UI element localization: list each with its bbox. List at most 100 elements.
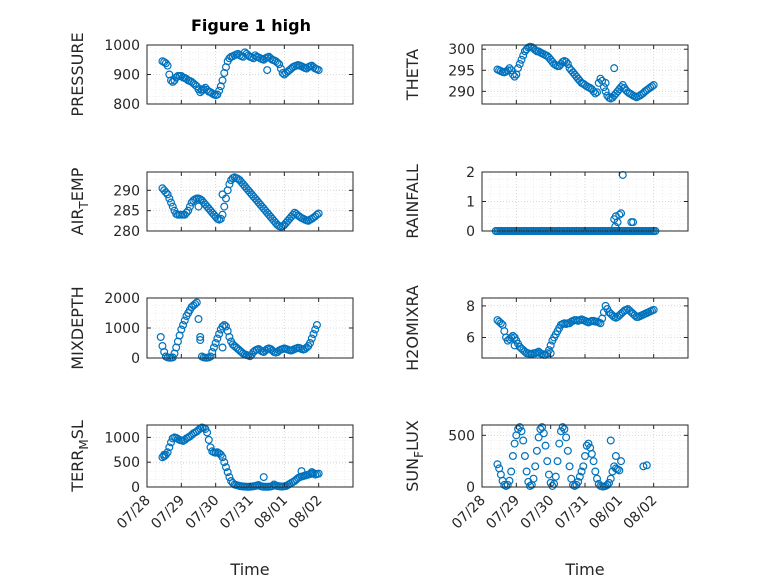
data-point [615,466,624,475]
data-point [605,478,614,487]
data-point [168,202,177,211]
y-tick-label: 1000 [104,321,140,337]
data-point [508,452,517,461]
data-point [617,209,626,218]
data-point [505,64,514,73]
data-point [218,322,227,331]
data-point [649,81,658,90]
data-point [517,427,526,436]
data-point [531,462,540,471]
data-series [493,423,651,491]
data-point [493,460,502,469]
y-tick-label: 500 [448,428,475,444]
data-point [204,435,213,444]
data-point [196,333,205,342]
data-point [617,457,626,466]
data-point [218,190,227,199]
subplot-rainfall: 0 1 2 RAINFALL [403,164,689,240]
data-point [215,86,224,95]
data-point [560,425,569,434]
data-point [613,218,622,227]
data-point [555,439,564,448]
data-point [225,473,234,482]
subplot-h2omixra: 6 8 H2OMIXRA [403,285,689,371]
data-point [563,59,572,68]
data-point [508,70,517,79]
data-point [629,218,638,227]
data-series [158,48,323,100]
data-point [223,468,232,477]
data-point [307,334,316,343]
data-point [562,57,571,66]
data-point [505,476,514,485]
y-tick-label: 290 [448,84,475,100]
y-tick-label: 1000 [104,430,140,446]
data-point [218,76,227,85]
data-point [161,188,170,197]
data-point [529,474,538,483]
data-point [593,88,602,97]
data-point [194,202,203,211]
data-point [218,343,227,352]
data-point [208,348,217,357]
data-point [503,480,512,489]
data-point [213,90,222,99]
data-point [596,74,605,83]
data-point [553,457,562,466]
data-point [225,180,234,189]
data-point [314,66,323,75]
y-axis-label: THETA [403,49,422,101]
data-point [519,436,528,445]
data-point [503,66,512,75]
data-point [532,446,541,455]
data-point [510,341,519,350]
data-point [218,210,227,219]
data-series [493,301,658,359]
data-point [514,64,523,73]
y-axis-label: AIRTEMP [68,167,91,235]
data-point [211,339,220,348]
data-point [613,465,622,474]
data-point [642,461,651,470]
data-series [493,42,658,103]
data-point [192,298,201,307]
data-point [574,477,583,486]
data-point [599,83,608,92]
data-point [577,467,586,476]
data-point [551,472,560,481]
subplot-pressure: 800 900 1000 PRESSURE [68,32,354,117]
data-point [194,315,203,324]
data-point [177,325,186,334]
data-point [589,457,598,466]
y-axis-label: SUNFLUX [403,420,426,492]
y-tick-label: 0 [466,224,475,240]
data-point [213,334,222,343]
data-point [216,214,225,223]
data-point [541,441,550,450]
y-tick-label: 280 [113,224,140,240]
y-tick-label: 285 [113,204,140,220]
data-point [220,202,229,211]
data-point [649,305,658,314]
x-axis-label: Time [564,560,604,579]
subplot-mixdepth: 0 1000 2000 MIXDEPTH [68,286,354,370]
data-point [546,341,555,350]
data-point [167,198,176,207]
data-point [548,481,557,490]
y-tick-label: 6 [466,330,475,346]
y-axis-label: PRESSURE [68,32,87,116]
y-tick-label: 0 [466,480,475,496]
data-point [587,449,596,458]
data-point [165,443,174,452]
data-point [526,481,535,490]
data-point [601,87,610,96]
data-point [591,467,600,476]
data-point [163,61,172,70]
data-point [221,463,230,472]
data-point [263,66,272,75]
x-axis-label: Time [229,560,269,579]
subplot-air-temp: 280 285 290 AIRTEMP [68,167,354,240]
data-point [558,423,567,432]
data-point [517,55,526,64]
